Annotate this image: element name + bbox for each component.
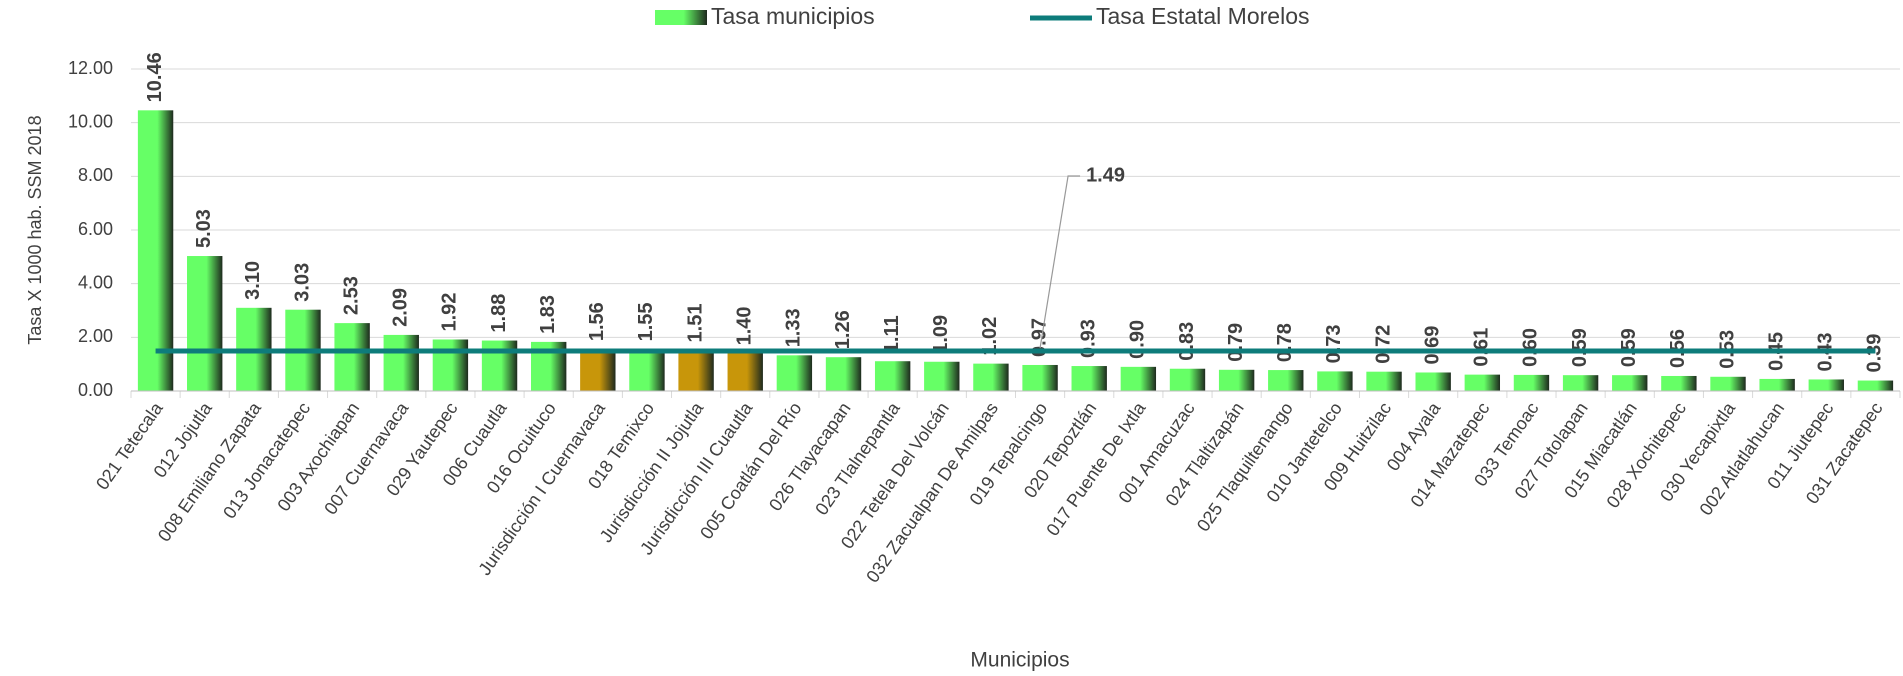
legend-label: Tasa municipios <box>711 3 875 29</box>
bar <box>1120 366 1157 391</box>
y-axis-title: Tasa X 1000 hab. SSM 2018 <box>25 115 45 344</box>
bar <box>1513 374 1550 391</box>
value-label: 0.79 <box>1225 323 1247 362</box>
value-label: 0.93 <box>1077 319 1099 358</box>
value-label: 3.10 <box>242 261 264 300</box>
bar <box>1759 378 1795 391</box>
bar <box>1808 379 1844 391</box>
value-label: 2.53 <box>340 276 362 315</box>
bar <box>1268 370 1304 391</box>
legend-label: Tasa Estatal Morelos <box>1096 3 1309 29</box>
value-label: 1.55 <box>635 302 657 341</box>
value-label: 0.59 <box>1569 328 1591 367</box>
bar <box>1169 368 1206 391</box>
y-tick-label: 6.00 <box>78 219 113 239</box>
value-label: 0.60 <box>1520 328 1542 367</box>
value-label: 3.03 <box>291 263 313 302</box>
y-tick-label: 12.00 <box>68 58 113 78</box>
value-label: 0.61 <box>1471 328 1493 367</box>
value-label: 0.72 <box>1372 325 1394 364</box>
bar <box>1022 364 1058 391</box>
bar <box>678 350 714 391</box>
value-label: 1.49 <box>1086 164 1125 186</box>
value-label: 2.09 <box>390 288 412 327</box>
bar <box>432 339 469 391</box>
value-label: 1.40 <box>734 306 756 345</box>
value-label: 0.59 <box>1618 328 1640 367</box>
bar <box>924 361 960 391</box>
leader-line <box>1039 175 1081 349</box>
value-label: 1.09 <box>930 315 952 354</box>
bar <box>1464 374 1501 391</box>
x-tick-label: 021 Tetecala <box>92 398 167 494</box>
value-label: 0.73 <box>1323 324 1345 363</box>
bar <box>727 353 763 391</box>
value-label: 5.03 <box>193 209 215 248</box>
value-label: 0.69 <box>1421 326 1443 365</box>
bar <box>1366 371 1402 391</box>
value-label: 1.88 <box>488 294 510 333</box>
bar <box>1710 376 1746 391</box>
bar <box>629 349 665 391</box>
value-label: 0.56 <box>1667 329 1689 368</box>
legend-swatch <box>655 10 707 25</box>
y-tick-label: 2.00 <box>78 326 113 346</box>
bar <box>1317 371 1353 391</box>
x-axis-title: Municipios <box>970 649 1069 672</box>
bar <box>825 357 862 391</box>
value-label: 0.97 <box>1028 318 1050 357</box>
y-tick-label: 4.00 <box>78 272 113 292</box>
bar <box>580 349 616 391</box>
y-tick-label: 8.00 <box>78 165 113 185</box>
bar <box>973 363 1009 391</box>
bar <box>187 256 223 391</box>
value-label: 10.46 <box>144 52 166 102</box>
bar <box>874 361 911 391</box>
y-tick-label: 0.00 <box>78 380 113 400</box>
bar <box>383 334 419 391</box>
value-label: 0.83 <box>1176 322 1198 361</box>
value-label: 1.92 <box>439 293 461 332</box>
value-label: 1.83 <box>537 295 559 334</box>
value-label: 1.26 <box>832 310 854 349</box>
bar <box>1415 372 1451 391</box>
bar <box>1857 380 1894 391</box>
bar <box>137 110 174 391</box>
value-label: 1.33 <box>783 308 805 347</box>
bar <box>1218 369 1255 391</box>
x-tick-label: 013 Jonacatepec <box>219 399 314 523</box>
value-label: 1.56 <box>586 302 608 341</box>
bar <box>1612 375 1648 391</box>
value-label: 1.11 <box>881 315 903 353</box>
bar <box>334 323 370 391</box>
bar <box>481 340 518 391</box>
bar <box>1071 366 1107 391</box>
bar <box>776 355 813 391</box>
bar <box>1661 375 1697 391</box>
value-label: 1.51 <box>684 304 706 343</box>
value-label: 0.78 <box>1274 323 1296 362</box>
bar <box>1562 375 1599 391</box>
y-tick-label: 10.00 <box>68 111 113 131</box>
value-label: 1.02 <box>979 317 1001 356</box>
